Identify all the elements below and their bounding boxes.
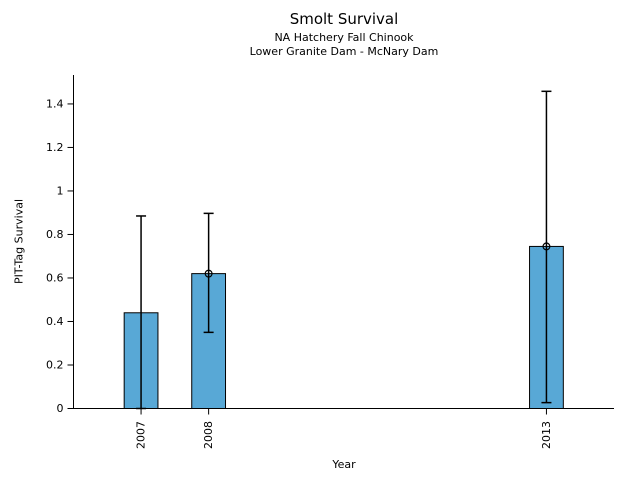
y-tick-label-0: 0: [57, 402, 64, 415]
x-tick-label-2007: 2007: [135, 421, 148, 449]
x-axis-label: Year: [332, 458, 356, 471]
point-marker-2013: [542, 242, 551, 251]
chart-subtitle-line1: NA Hatchery Fall Chinook: [274, 31, 414, 44]
y-tick-label-1.2: 1.2: [46, 141, 64, 154]
chart-subtitle-line2: Lower Granite Dam - McNary Dam: [249, 45, 439, 58]
x-tick-label-2013: 2013: [540, 421, 553, 449]
chart-title: Smolt Survival: [289, 10, 399, 28]
y-tick-label-1: 1: [57, 184, 64, 197]
y-tick-label-0.4: 0.4: [46, 315, 64, 328]
point-marker-2008: [204, 269, 213, 278]
bar-2008: [191, 273, 227, 409]
y-tick-label-0.6: 0.6: [46, 271, 64, 284]
y-tick-label-1.4: 1.4: [46, 97, 64, 110]
y-tick-label-0.8: 0.8: [46, 228, 64, 241]
x-tick-label-2008: 2008: [202, 421, 215, 449]
y-tick-label-0.2: 0.2: [46, 358, 64, 371]
